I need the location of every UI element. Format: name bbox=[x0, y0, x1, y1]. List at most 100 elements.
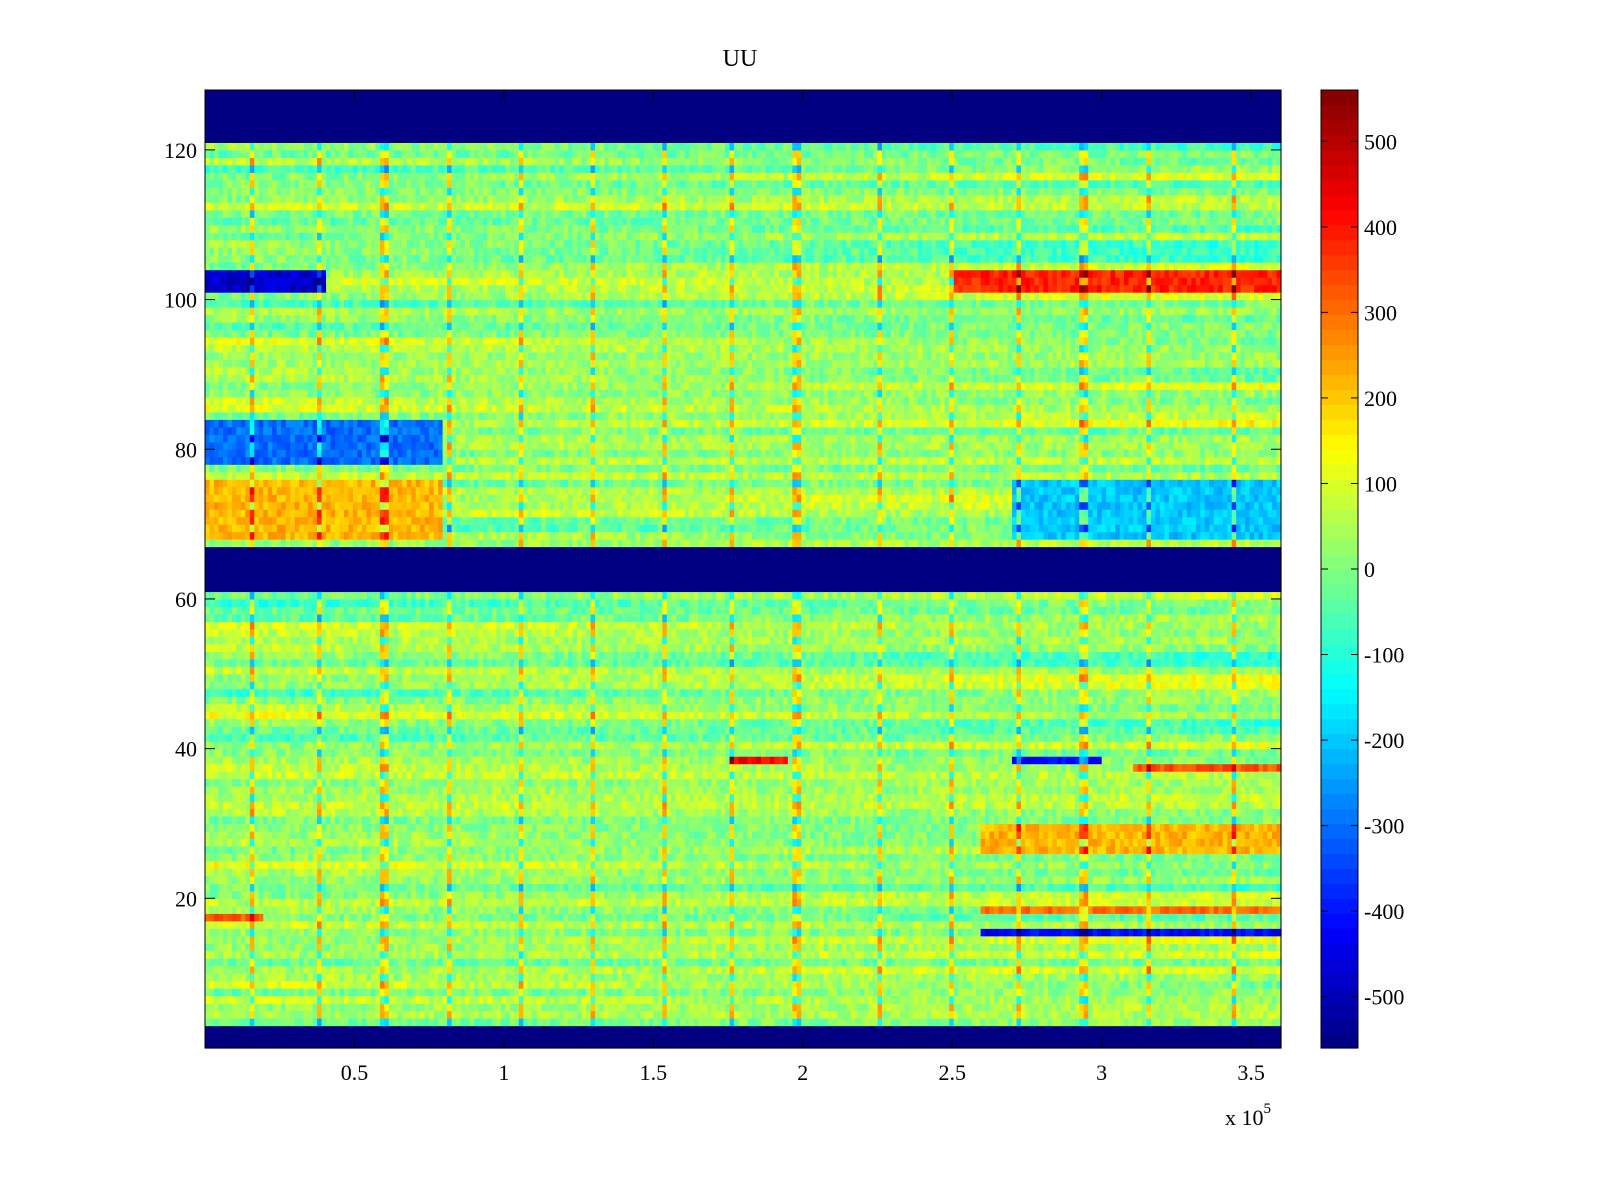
heatmap-cell bbox=[599, 973, 605, 982]
heatmap-cell bbox=[783, 928, 789, 937]
heatmap-cell bbox=[545, 995, 551, 1004]
heatmap-cell bbox=[366, 1010, 372, 1019]
heatmap-cell bbox=[707, 1033, 713, 1042]
heatmap-cell bbox=[447, 1003, 453, 1012]
heatmap-cell bbox=[819, 965, 825, 974]
heatmap-cell bbox=[1097, 1040, 1103, 1049]
heatmap-cell bbox=[474, 958, 480, 967]
heatmap-cell bbox=[205, 1033, 211, 1042]
heatmap-cell bbox=[662, 965, 668, 974]
heatmap-cell bbox=[420, 920, 426, 929]
heatmap-cell bbox=[1119, 995, 1125, 1004]
heatmap-cell bbox=[671, 1003, 677, 1012]
heatmap-cell bbox=[1020, 1040, 1027, 1049]
heatmap-cell bbox=[774, 965, 780, 974]
heatmap-cell bbox=[424, 905, 430, 914]
heatmap-cell bbox=[357, 905, 363, 914]
heatmap-cell bbox=[496, 965, 502, 974]
heatmap-cell bbox=[465, 905, 471, 914]
heatmap-cell bbox=[985, 995, 991, 1004]
heatmap-cell bbox=[604, 995, 610, 1004]
heatmap-cell bbox=[514, 913, 520, 922]
heatmap-cell bbox=[545, 935, 551, 944]
heatmap-cell bbox=[698, 980, 704, 989]
heatmap-cell bbox=[994, 1033, 1000, 1042]
heatmap-cell bbox=[680, 1010, 686, 1019]
heatmap-cell bbox=[442, 988, 448, 997]
heatmap-cell bbox=[451, 920, 457, 929]
heatmap-cell bbox=[415, 958, 421, 967]
heatmap-cell bbox=[1128, 898, 1134, 907]
heatmap-cell bbox=[1047, 905, 1053, 914]
heatmap-cell bbox=[308, 973, 314, 982]
heatmap-cell bbox=[962, 890, 968, 899]
heatmap-cell bbox=[550, 965, 556, 974]
heatmap-cell bbox=[1191, 1010, 1197, 1019]
heatmap-cell bbox=[213, 890, 220, 899]
heatmap-cell bbox=[509, 995, 515, 1004]
heatmap-cell bbox=[424, 980, 430, 989]
heatmap-cell bbox=[1249, 958, 1255, 967]
heatmap-cell bbox=[693, 1003, 699, 1012]
heatmap-cell bbox=[366, 935, 372, 944]
heatmap-cell bbox=[1137, 898, 1143, 907]
heatmap-cell bbox=[976, 965, 982, 974]
heatmap-cell bbox=[635, 958, 641, 967]
heatmap-cell bbox=[971, 973, 977, 982]
heatmap-cell bbox=[1249, 1040, 1255, 1049]
heatmap-cell bbox=[940, 973, 946, 982]
heatmap-cell bbox=[693, 1040, 699, 1049]
heatmap-cell bbox=[949, 905, 955, 914]
heatmap-cell bbox=[514, 958, 520, 967]
heatmap-cell bbox=[218, 950, 224, 959]
heatmap-cell bbox=[523, 995, 529, 1004]
heatmap-cell bbox=[514, 928, 520, 937]
heatmap-cell bbox=[496, 958, 502, 967]
heatmap-cell bbox=[1052, 920, 1058, 929]
heatmap-cell bbox=[1079, 920, 1085, 929]
heatmap-cell bbox=[550, 943, 556, 952]
heatmap-cell bbox=[711, 943, 717, 952]
heatmap-cell bbox=[1056, 943, 1062, 952]
heatmap-cell bbox=[231, 1025, 237, 1034]
heatmap-cell bbox=[348, 935, 354, 944]
heatmap-cell bbox=[599, 950, 605, 959]
heatmap-cell bbox=[967, 905, 973, 914]
heatmap-cell bbox=[213, 1018, 220, 1027]
heatmap-cell bbox=[384, 898, 390, 907]
heatmap-cell bbox=[1070, 1025, 1076, 1034]
heatmap-cell bbox=[1213, 1033, 1219, 1042]
heatmap-cell bbox=[231, 1018, 237, 1027]
heatmap-cell bbox=[451, 1018, 457, 1027]
heatmap-cell bbox=[653, 973, 659, 982]
heatmap-cell bbox=[290, 1025, 296, 1034]
heatmap-cell bbox=[1267, 1003, 1273, 1012]
heatmap-cell bbox=[491, 928, 498, 937]
heatmap-cell bbox=[612, 980, 619, 989]
heatmap-cell bbox=[245, 980, 251, 989]
heatmap-cell bbox=[361, 1025, 367, 1034]
heatmap-cell bbox=[1222, 913, 1228, 922]
heatmap-cell bbox=[1168, 943, 1174, 952]
heatmap-cell bbox=[989, 920, 995, 929]
heatmap-cell bbox=[1083, 988, 1089, 997]
heatmap-cell bbox=[393, 943, 399, 952]
heatmap-cell bbox=[751, 913, 758, 922]
heatmap-cell bbox=[532, 1010, 538, 1019]
heatmap-cell bbox=[1227, 950, 1233, 959]
heatmap-cell bbox=[227, 980, 233, 989]
heatmap-cell bbox=[523, 1025, 529, 1034]
heatmap-cell bbox=[998, 1040, 1004, 1049]
heatmap-cell bbox=[456, 988, 462, 997]
heatmap-cell bbox=[581, 980, 587, 989]
heatmap-cell bbox=[375, 905, 381, 914]
heatmap-cell bbox=[962, 920, 968, 929]
heatmap-cell bbox=[263, 973, 269, 982]
heatmap-cell bbox=[801, 890, 807, 899]
heatmap-cell bbox=[765, 943, 771, 952]
heatmap-cell bbox=[1038, 1010, 1044, 1019]
heatmap-cell bbox=[308, 905, 314, 914]
heatmap-cell bbox=[1191, 928, 1197, 937]
heatmap-cell bbox=[707, 973, 713, 982]
heatmap-cell bbox=[536, 980, 542, 989]
